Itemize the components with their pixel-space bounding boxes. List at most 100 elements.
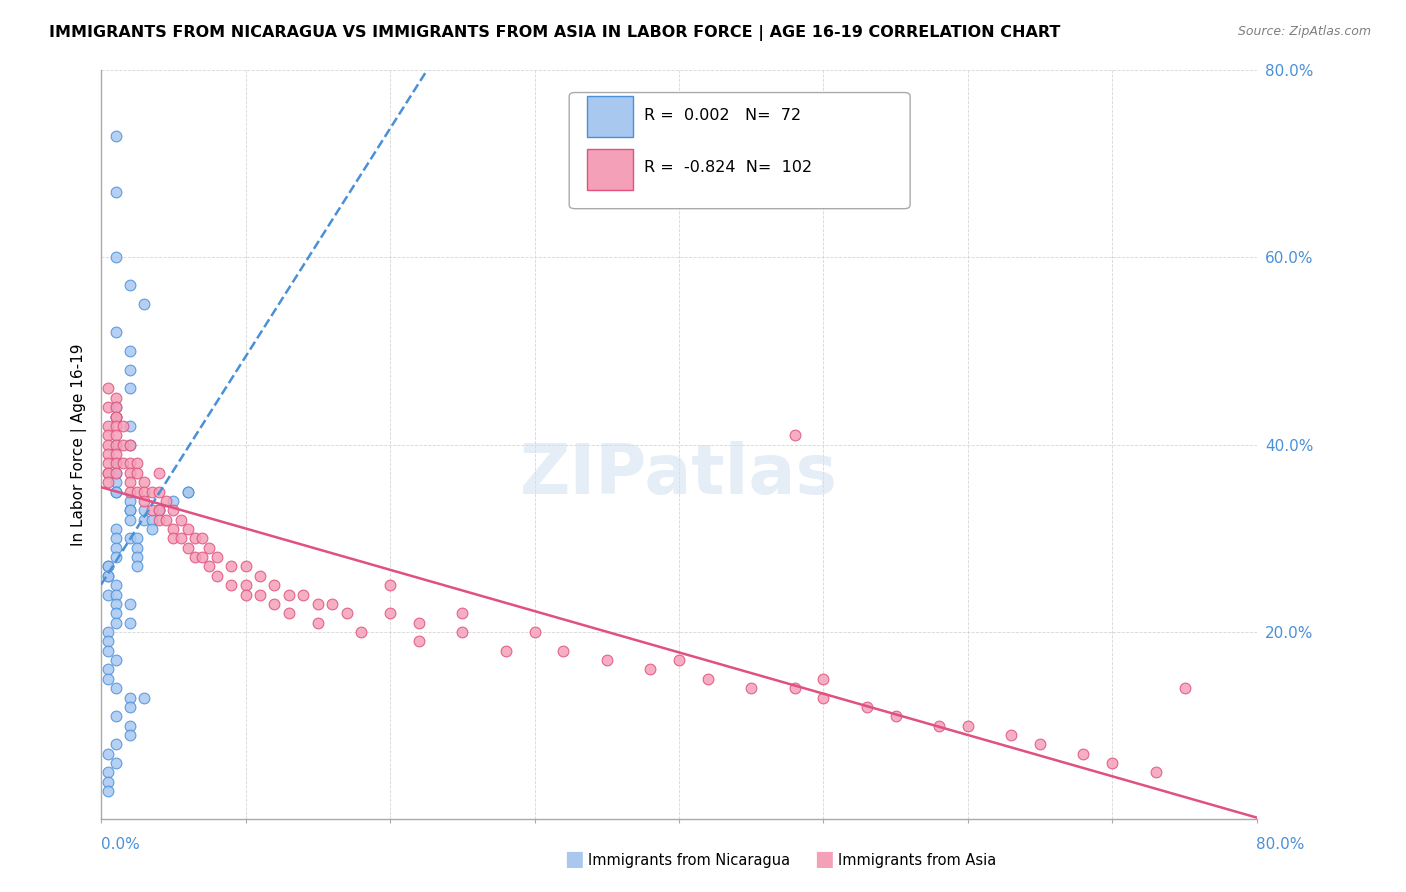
Point [104,428,127,442]
Point [104,738,127,752]
Point [177,484,200,499]
Point [104,484,127,499]
Point [118,728,141,742]
Point [668,653,690,667]
Point [162,522,184,536]
Point [118,503,141,517]
Point [104,185,127,199]
Point [127,457,149,471]
Y-axis label: In Labor Force | Age 16-19: In Labor Force | Age 16-19 [72,343,87,546]
Point [97,672,120,686]
Point [118,438,141,452]
Point [97,559,120,574]
Point [111,438,134,452]
Point [162,503,184,517]
Point [97,625,120,640]
Point [219,559,242,574]
Point [134,690,156,705]
Point [97,428,120,442]
Point [408,634,430,648]
Point [292,588,315,602]
Point [104,484,127,499]
Point [118,419,141,434]
Point [118,278,141,293]
Point [956,719,979,733]
FancyBboxPatch shape [586,149,633,190]
Point [118,690,141,705]
Point [191,532,214,546]
Point [378,578,401,592]
Point [118,503,141,517]
Point [97,644,120,658]
Point [783,681,806,696]
Point [307,597,329,611]
Point [104,653,127,667]
Point [104,541,127,555]
Point [162,494,184,508]
Point [141,522,163,536]
Point [553,644,575,658]
Point [118,382,141,396]
Point [1174,681,1197,696]
FancyBboxPatch shape [569,93,910,209]
Point [141,503,163,517]
Point [104,251,127,265]
Point [97,784,120,798]
Point [740,681,762,696]
Point [1029,738,1052,752]
Point [97,588,120,602]
Point [148,503,170,517]
Point [104,128,127,143]
Point [104,597,127,611]
Point [184,550,207,565]
Point [104,578,127,592]
Point [118,484,141,499]
Point [104,438,127,452]
Point [696,672,718,686]
Point [1073,747,1095,761]
Point [1000,728,1022,742]
Point [104,709,127,723]
Point [162,532,184,546]
Point [783,428,806,442]
Point [235,559,257,574]
Point [191,550,214,565]
Point [378,607,401,621]
Point [118,719,141,733]
Point [104,457,127,471]
Text: IMMIGRANTS FROM NICARAGUA VS IMMIGRANTS FROM ASIA IN LABOR FORCE | AGE 16-19 COR: IMMIGRANTS FROM NICARAGUA VS IMMIGRANTS … [49,25,1060,41]
Point [104,532,127,546]
Point [118,457,141,471]
Point [104,466,127,480]
Point [97,775,120,789]
FancyBboxPatch shape [586,96,633,137]
Point [97,475,120,490]
Point [813,672,835,686]
Point [104,401,127,415]
Point [118,700,141,714]
Point [148,513,170,527]
Text: ■: ■ [814,849,834,869]
Text: Source: ZipAtlas.com: Source: ZipAtlas.com [1237,25,1371,38]
Text: ■: ■ [564,849,583,869]
Point [97,382,120,396]
Point [884,709,907,723]
Point [104,588,127,602]
Point [97,663,120,677]
Text: R =  -0.824  N=  102: R = -0.824 N= 102 [644,160,813,175]
Point [104,447,127,461]
Point [451,607,474,621]
Point [104,681,127,696]
Point [148,484,170,499]
Point [198,559,221,574]
Point [205,550,228,565]
Point [104,401,127,415]
Point [263,597,285,611]
Point [118,475,141,490]
Point [134,513,156,527]
Point [97,466,120,480]
Point [118,513,141,527]
Point [118,615,141,630]
Point [307,615,329,630]
Point [97,747,120,761]
